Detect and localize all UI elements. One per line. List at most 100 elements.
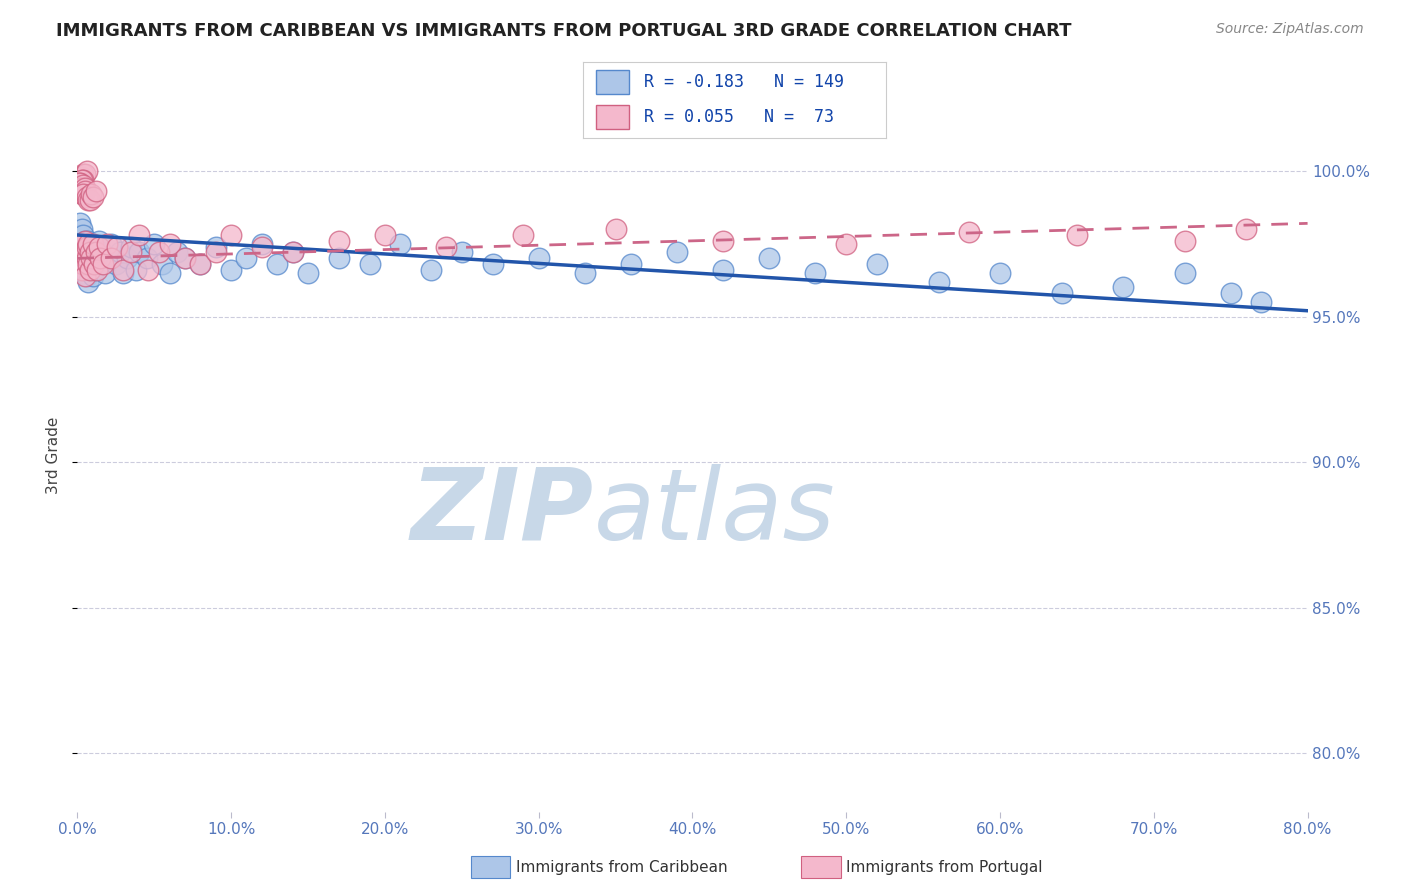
Point bbox=[73, 167, 96, 181]
Point bbox=[166, 245, 188, 260]
Point bbox=[83, 257, 105, 271]
Point bbox=[1219, 286, 1241, 301]
Point bbox=[666, 245, 689, 260]
Point bbox=[79, 245, 101, 260]
Point bbox=[70, 172, 93, 186]
Point bbox=[266, 257, 288, 271]
Text: Source: ZipAtlas.com: Source: ZipAtlas.com bbox=[1216, 22, 1364, 37]
Text: atlas: atlas bbox=[595, 464, 835, 560]
Point bbox=[69, 216, 91, 230]
Point bbox=[82, 252, 104, 266]
Point bbox=[73, 234, 96, 248]
Point bbox=[80, 252, 103, 266]
Point bbox=[204, 240, 226, 254]
Point bbox=[70, 263, 93, 277]
Point bbox=[281, 245, 304, 260]
Point bbox=[957, 225, 980, 239]
Point bbox=[70, 236, 93, 251]
Point bbox=[159, 266, 181, 280]
Point bbox=[328, 252, 350, 266]
Point bbox=[620, 257, 643, 271]
Point bbox=[481, 257, 503, 271]
Text: IMMIGRANTS FROM CARIBBEAN VS IMMIGRANTS FROM PORTUGAL 3RD GRADE CORRELATION CHAR: IMMIGRANTS FROM CARIBBEAN VS IMMIGRANTS … bbox=[56, 22, 1071, 40]
Text: R = 0.055   N =  73: R = 0.055 N = 73 bbox=[644, 108, 834, 126]
Point bbox=[83, 263, 105, 277]
Point bbox=[110, 245, 132, 260]
Text: Immigrants from Portugal: Immigrants from Portugal bbox=[846, 860, 1043, 874]
Point bbox=[72, 187, 94, 202]
Point bbox=[219, 263, 242, 277]
Point bbox=[115, 252, 138, 266]
Y-axis label: 3rd Grade: 3rd Grade bbox=[45, 417, 60, 493]
Point bbox=[77, 234, 100, 248]
Point bbox=[84, 257, 107, 271]
Point bbox=[105, 240, 128, 254]
Point bbox=[89, 257, 111, 271]
Point bbox=[866, 257, 889, 271]
Text: ZIP: ZIP bbox=[411, 464, 595, 560]
Point bbox=[120, 240, 142, 254]
Point bbox=[420, 263, 443, 277]
Point bbox=[69, 176, 91, 190]
Point bbox=[1174, 234, 1197, 248]
Point bbox=[436, 240, 458, 254]
Point bbox=[125, 263, 148, 277]
Point bbox=[77, 236, 100, 251]
Point bbox=[804, 266, 827, 280]
Point bbox=[77, 252, 100, 266]
Point bbox=[86, 263, 108, 277]
Point bbox=[605, 222, 627, 236]
Point bbox=[188, 257, 212, 271]
Point bbox=[235, 252, 257, 266]
Point bbox=[72, 172, 94, 186]
Point bbox=[70, 181, 93, 195]
Point bbox=[89, 252, 111, 266]
Point bbox=[112, 263, 135, 277]
Point bbox=[76, 252, 98, 266]
Point bbox=[250, 240, 273, 254]
Point bbox=[73, 234, 96, 248]
Point bbox=[76, 236, 98, 251]
Point bbox=[128, 245, 150, 260]
Point bbox=[1234, 222, 1257, 236]
Point bbox=[96, 236, 118, 251]
Point bbox=[73, 252, 96, 266]
Point bbox=[758, 252, 780, 266]
Point bbox=[69, 169, 91, 184]
Point bbox=[97, 252, 120, 266]
Point bbox=[450, 245, 472, 260]
Point bbox=[711, 263, 734, 277]
Point bbox=[1250, 295, 1272, 310]
Point bbox=[389, 236, 412, 251]
Point bbox=[112, 266, 135, 280]
Point bbox=[928, 275, 950, 289]
Point bbox=[80, 236, 103, 251]
Point bbox=[79, 245, 101, 260]
Point bbox=[512, 227, 534, 242]
Point bbox=[79, 240, 101, 254]
Point bbox=[359, 257, 381, 271]
Point bbox=[90, 245, 114, 260]
Point bbox=[73, 268, 96, 283]
Point bbox=[77, 275, 100, 289]
Point bbox=[79, 193, 101, 207]
Bar bbox=[596, 105, 628, 129]
Bar bbox=[596, 70, 628, 95]
Point bbox=[82, 268, 104, 283]
Point bbox=[84, 184, 107, 198]
Point bbox=[69, 252, 91, 266]
Point bbox=[72, 266, 94, 280]
Point bbox=[328, 234, 350, 248]
Point bbox=[69, 184, 91, 198]
Point bbox=[72, 257, 94, 271]
Point bbox=[1066, 227, 1088, 242]
Text: R = -0.183   N = 149: R = -0.183 N = 149 bbox=[644, 73, 844, 91]
Point bbox=[70, 236, 93, 251]
Point bbox=[73, 181, 96, 195]
Point bbox=[297, 266, 319, 280]
Point bbox=[150, 257, 173, 271]
Point bbox=[527, 252, 550, 266]
Point bbox=[73, 263, 96, 277]
Point bbox=[128, 227, 150, 242]
Point bbox=[1050, 286, 1073, 301]
